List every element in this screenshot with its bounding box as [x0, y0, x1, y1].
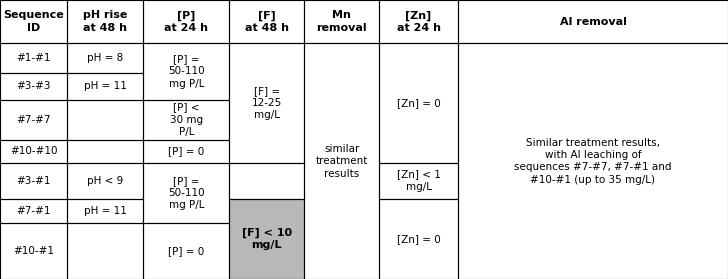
Bar	[0, 0, 67, 43]
Bar	[0, 100, 67, 140]
Text: [Zn] < 1
mg/L: [Zn] < 1 mg/L	[397, 170, 440, 192]
Bar	[229, 199, 304, 279]
Bar	[229, 199, 304, 279]
Text: [P] = 0: [P] = 0	[168, 246, 205, 256]
Text: [P] =
50-110
mg P/L: [P] = 50-110 mg P/L	[168, 176, 205, 210]
Text: Mn
removal: Mn removal	[317, 10, 367, 33]
Bar	[379, 163, 458, 199]
Bar	[143, 0, 229, 43]
Text: [P] =
50-110
mg P/L: [P] = 50-110 mg P/L	[168, 54, 205, 89]
Bar	[67, 73, 143, 100]
Text: [Zn] = 0: [Zn] = 0	[397, 234, 440, 244]
Text: Similar treatment results,
with Al leaching of
sequences #7-#7, #7-#1 and
#10-#1: Similar treatment results, with Al leach…	[514, 138, 672, 185]
Bar	[67, 163, 143, 199]
Text: [Zn]
at 24 h: [Zn] at 24 h	[397, 10, 440, 33]
Bar	[143, 223, 229, 279]
Bar	[379, 43, 458, 163]
Bar	[0, 73, 67, 100]
Text: pH = 8: pH = 8	[87, 53, 123, 63]
Bar	[67, 140, 143, 163]
Text: [P]
at 24 h: [P] at 24 h	[165, 10, 208, 33]
Bar	[304, 43, 379, 279]
Bar	[67, 223, 143, 279]
Text: #3-#3: #3-#3	[16, 81, 51, 91]
Text: [P] <
30 mg
P/L: [P] < 30 mg P/L	[170, 102, 203, 137]
Text: pH rise
at 48 h: pH rise at 48 h	[83, 10, 127, 33]
Text: similar
treatment
results: similar treatment results	[316, 144, 368, 179]
Bar	[229, 163, 304, 199]
Text: [F]
at 48 h: [F] at 48 h	[245, 10, 289, 33]
Bar	[143, 43, 229, 100]
Text: Al removal: Al removal	[560, 17, 626, 27]
Bar	[143, 163, 229, 223]
Bar	[379, 199, 458, 279]
Text: [P] = 0: [P] = 0	[168, 146, 205, 157]
Bar	[229, 0, 304, 43]
Bar	[67, 0, 143, 43]
Text: [F] =
12-25
mg/L: [F] = 12-25 mg/L	[252, 86, 282, 121]
Bar	[143, 140, 229, 163]
Bar	[67, 199, 143, 223]
Text: pH = 11: pH = 11	[84, 81, 127, 91]
Text: #7-#1: #7-#1	[16, 206, 51, 216]
Bar	[143, 100, 229, 140]
Bar	[304, 0, 379, 43]
Text: #3-#1: #3-#1	[16, 176, 51, 186]
Text: Sequence
ID: Sequence ID	[3, 10, 64, 33]
Bar	[379, 0, 458, 43]
Bar	[229, 43, 304, 163]
Text: #1-#1: #1-#1	[16, 53, 51, 63]
Bar	[0, 223, 67, 279]
Text: #7-#7: #7-#7	[16, 115, 51, 125]
Bar	[67, 100, 143, 140]
Bar	[458, 0, 728, 43]
Bar	[0, 199, 67, 223]
Bar	[458, 43, 728, 279]
Text: #10-#1: #10-#1	[13, 246, 54, 256]
Bar	[0, 140, 67, 163]
Text: pH = 11: pH = 11	[84, 206, 127, 216]
Text: pH < 9: pH < 9	[87, 176, 123, 186]
Bar	[0, 43, 67, 73]
Text: [Zn] = 0: [Zn] = 0	[397, 98, 440, 108]
Text: [F] < 10
mg/L: [F] < 10 mg/L	[242, 227, 292, 250]
Bar	[67, 43, 143, 73]
Text: #10-#10: #10-#10	[9, 146, 58, 157]
Bar	[0, 163, 67, 199]
